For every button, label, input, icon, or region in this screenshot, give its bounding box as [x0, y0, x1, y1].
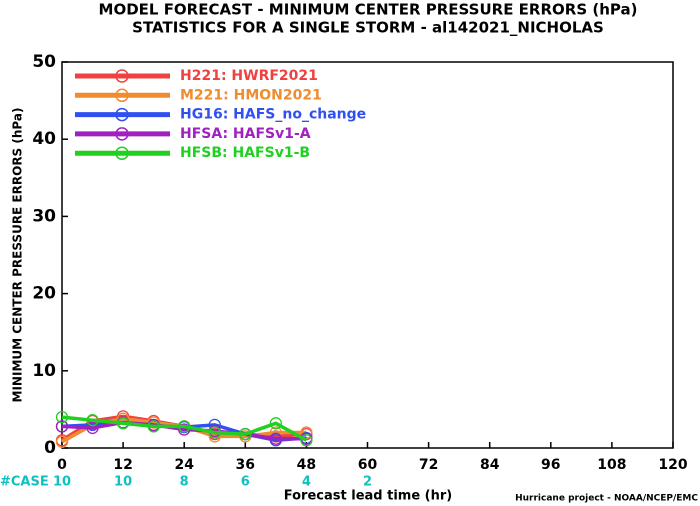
- x-tick-label: 36: [236, 457, 255, 473]
- x-axis-label: Forecast lead time (hr): [284, 489, 452, 504]
- y-tick-label: 50: [32, 52, 56, 72]
- legend-label: H221: HWRF2021: [180, 68, 318, 84]
- x-tick-label: 108: [597, 457, 626, 473]
- case-count: 8: [180, 475, 189, 490]
- case-count: 6: [241, 475, 250, 490]
- point-marker: [178, 423, 191, 436]
- x-tick-label: 12: [113, 457, 132, 473]
- legend-label: M221: HMON2021: [180, 87, 322, 103]
- chart-subtitle: STATISTICS FOR A SINGLE STORM - al142021…: [132, 19, 604, 37]
- x-tick-label: 24: [174, 457, 194, 473]
- point-marker: [300, 434, 313, 447]
- point-marker: [269, 432, 283, 445]
- legend-marker: [115, 146, 129, 160]
- x-tick-label: 72: [419, 457, 438, 473]
- y-tick-label: 40: [32, 129, 56, 149]
- case-count: 4: [302, 475, 311, 490]
- y-tick-label: 0: [44, 438, 56, 458]
- chart-title: MODEL FORECAST - MINIMUM CENTER PRESSURE…: [99, 1, 638, 19]
- legend-marker: [115, 88, 129, 103]
- x-tick-label: 84: [480, 457, 500, 473]
- point-marker: [55, 410, 69, 424]
- x-tick-label: 96: [541, 457, 560, 473]
- case-count: 10: [114, 475, 132, 490]
- x-tick-label: 120: [658, 457, 687, 473]
- y-tick-label: 10: [32, 361, 56, 381]
- point-marker: [55, 435, 69, 448]
- legend-marker: [115, 69, 129, 83]
- point-marker: [178, 420, 191, 433]
- case-count: 10: [53, 475, 71, 490]
- x-tick-label: 48: [297, 457, 316, 473]
- x-tick-label: 0: [57, 457, 67, 473]
- case-count: 2: [363, 475, 372, 490]
- y-tick-label: 20: [32, 284, 56, 304]
- y-tick-label: 30: [32, 206, 56, 226]
- point-marker: [147, 420, 160, 433]
- point-marker: [239, 427, 252, 441]
- series-line: [61, 420, 307, 441]
- series-line: [61, 415, 308, 442]
- x-tick-label: 60: [358, 457, 378, 473]
- case-label: #CASE: [0, 475, 49, 490]
- plot-frame: [61, 61, 674, 449]
- legend-marker: [115, 107, 129, 122]
- point-marker: [208, 426, 221, 439]
- legend-marker: [115, 127, 129, 141]
- point-marker: [55, 420, 69, 433]
- legend-label: HFSB: HAFSv1-B: [180, 145, 310, 161]
- legend-label: HG16: HAFS_no_change: [180, 107, 366, 123]
- legend-label: HFSA: HAFSv1-A: [180, 126, 311, 142]
- point-marker: [86, 414, 99, 427]
- y-axis-label: MINIMUM CENTER PRESSURE ERRORS (hPa): [11, 108, 25, 403]
- point-marker: [116, 417, 130, 430]
- point-marker: [269, 417, 283, 430]
- point-marker: [86, 421, 99, 435]
- footnote: Hurricane project - NOAA/NCEP/EMC: [515, 494, 698, 504]
